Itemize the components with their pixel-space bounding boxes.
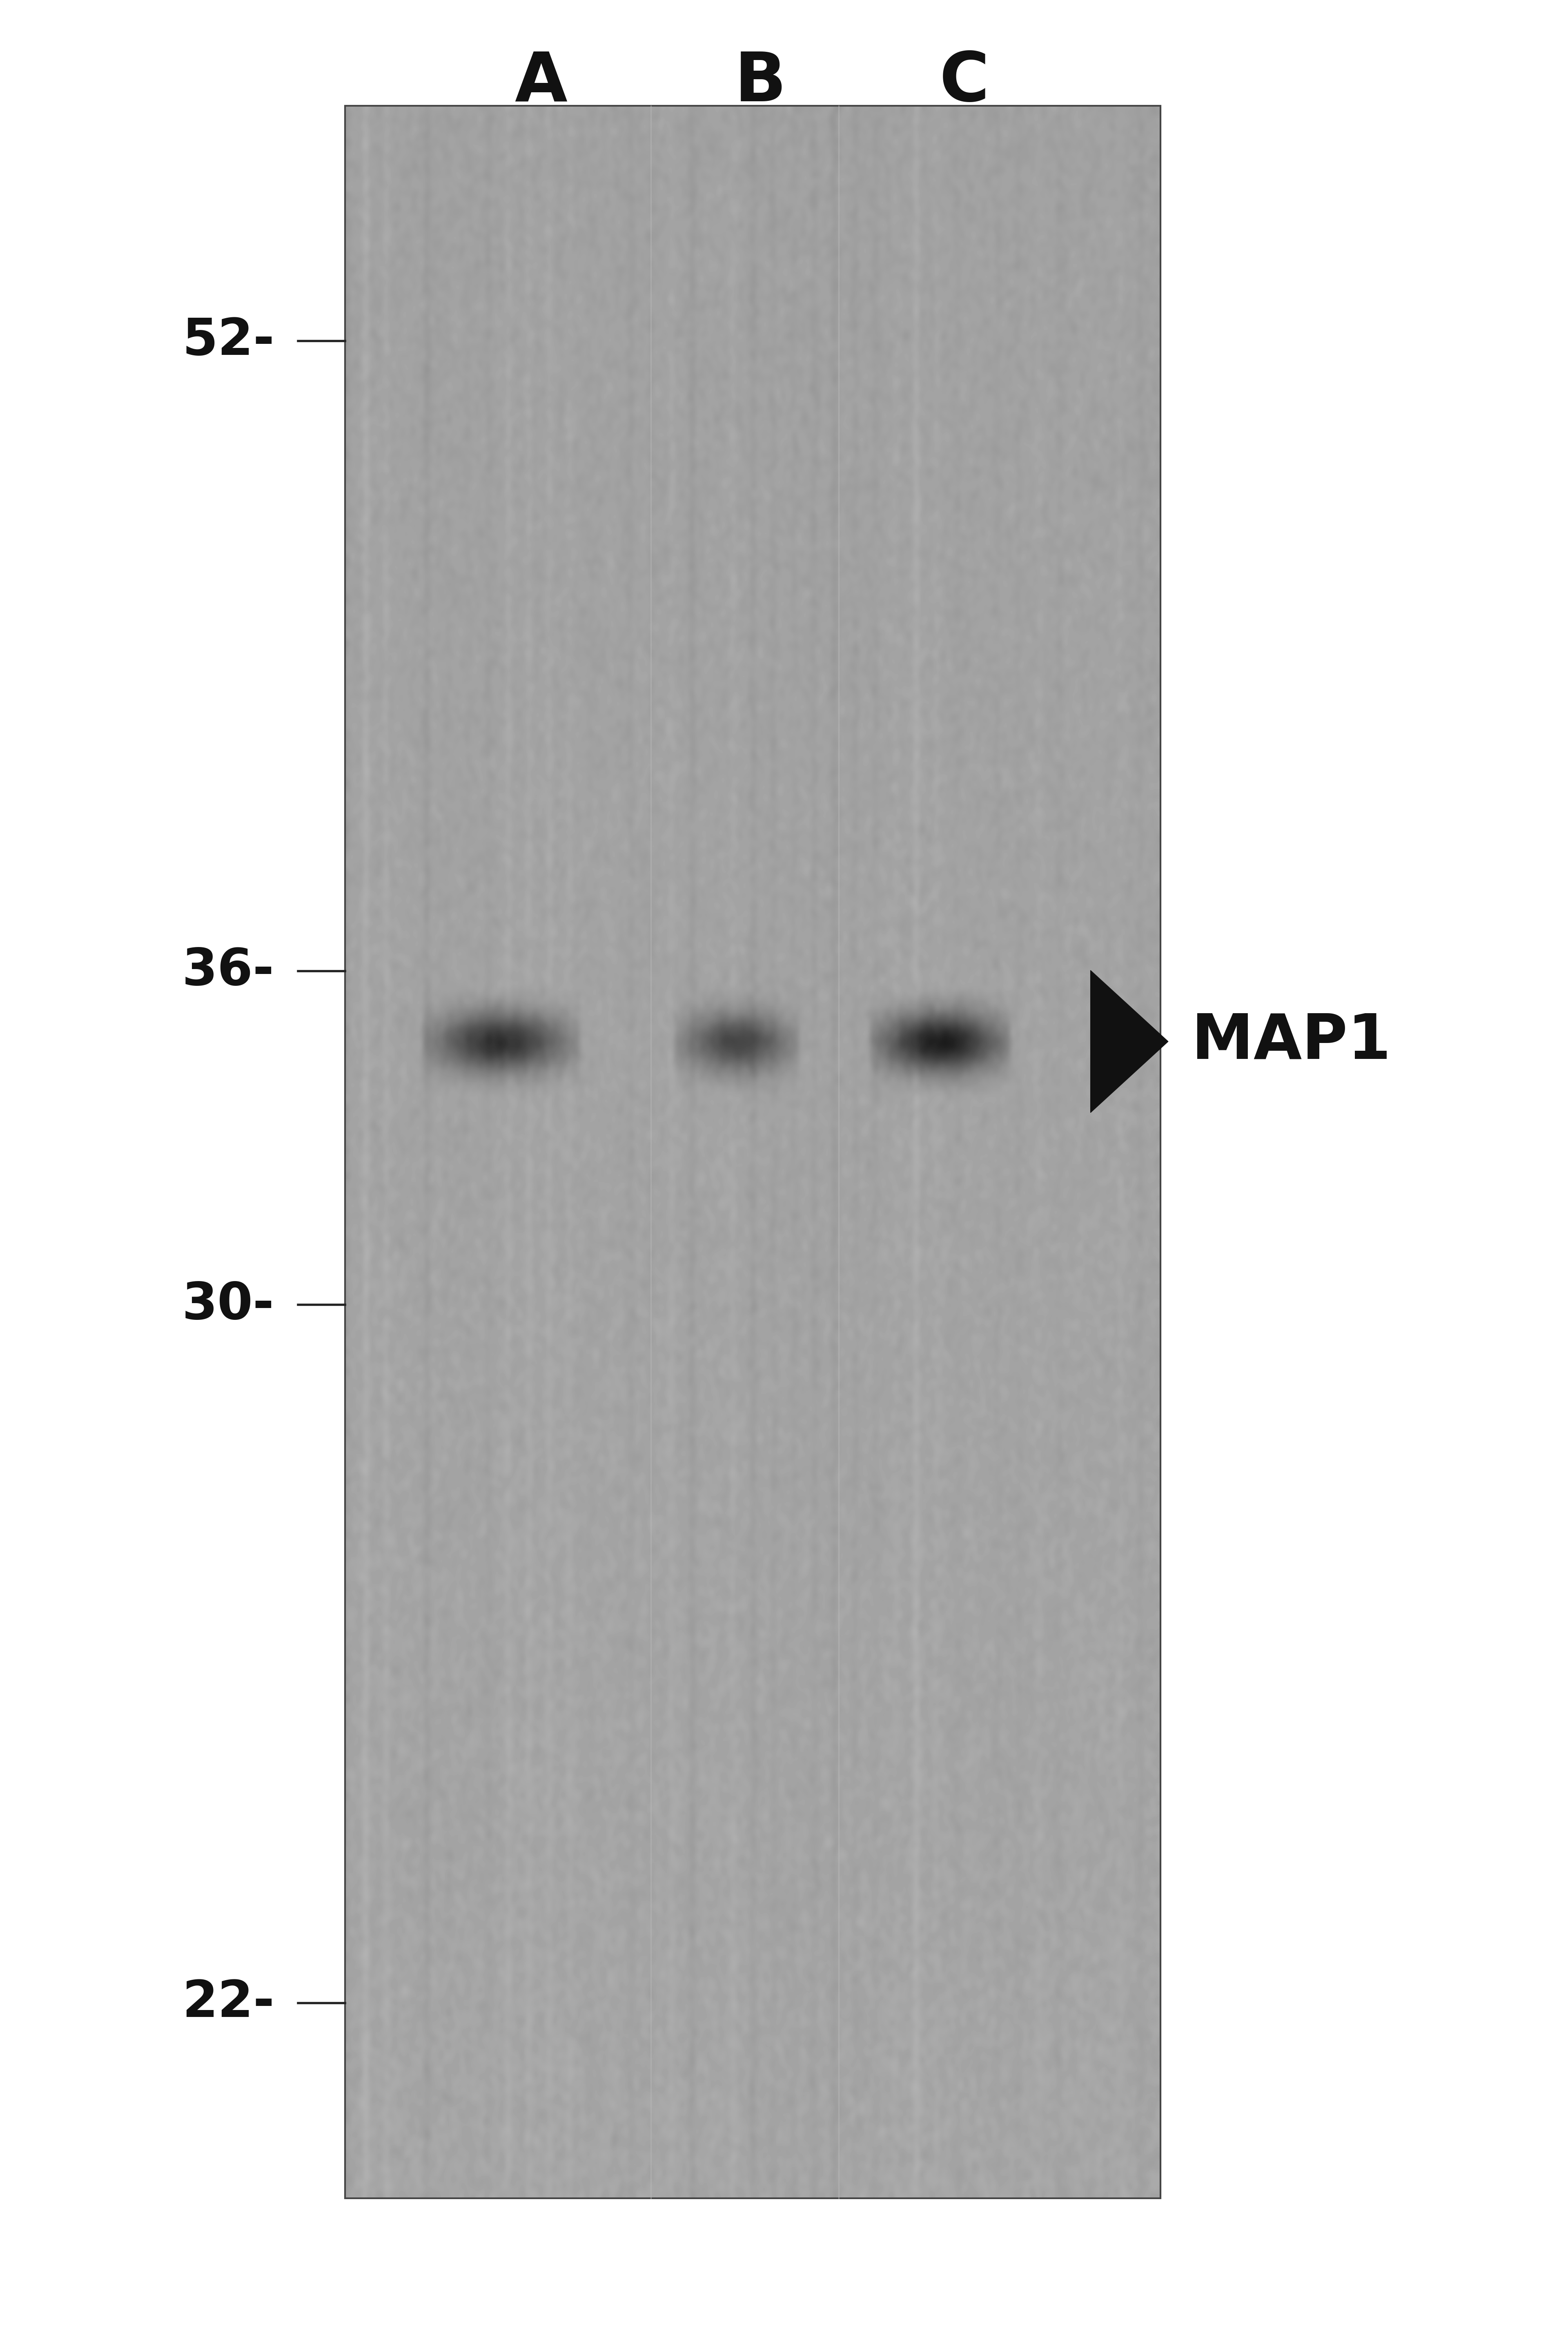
Text: MAP1: MAP1 <box>1192 1011 1391 1072</box>
Polygon shape <box>1091 971 1168 1112</box>
Text: 22-: 22- <box>182 1977 274 2029</box>
Text: B: B <box>734 49 787 115</box>
Text: 30-: 30- <box>182 1279 274 1331</box>
Bar <box>345 106 1160 2198</box>
Text: 36-: 36- <box>182 945 274 997</box>
Text: C: C <box>939 49 989 115</box>
Text: 52-: 52- <box>182 315 274 367</box>
Text: A: A <box>514 49 568 115</box>
